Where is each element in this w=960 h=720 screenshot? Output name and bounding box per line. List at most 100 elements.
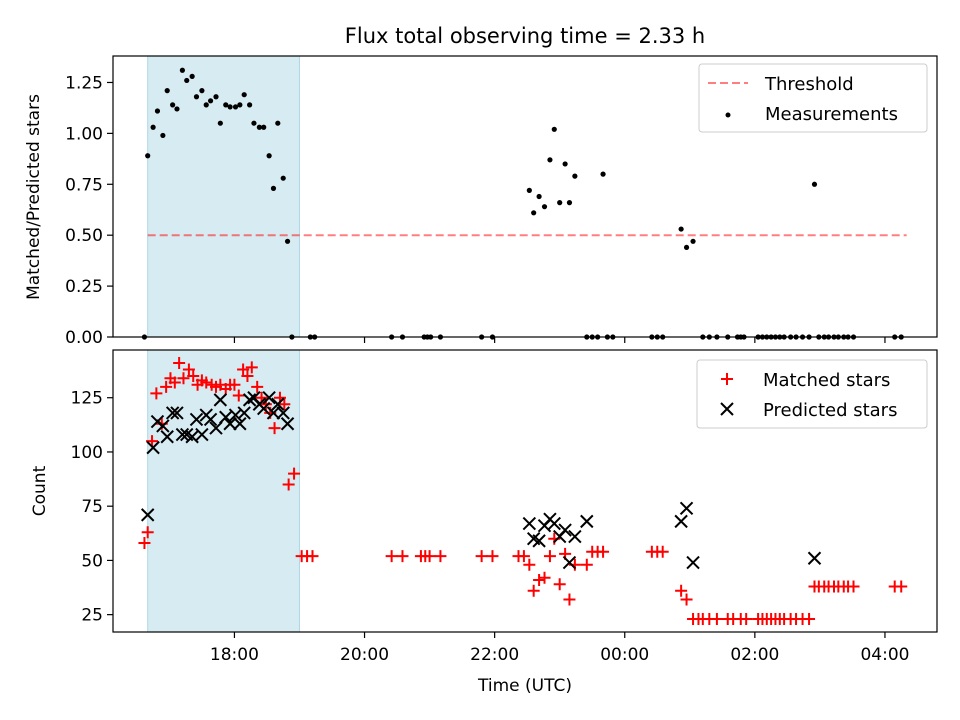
bottom-legend-box xyxy=(696,359,928,429)
matched-star-point xyxy=(710,612,723,625)
matched-star-point xyxy=(241,370,254,383)
predicted-star-point xyxy=(674,514,688,529)
matched-star-point xyxy=(847,580,860,593)
predicted-star-point xyxy=(160,430,174,444)
measurement-point xyxy=(227,104,233,110)
top-axes-frame xyxy=(112,55,938,338)
matched-star-point xyxy=(141,526,154,539)
measurement-point xyxy=(160,132,166,139)
predicted-star-point xyxy=(562,555,577,570)
predicted-star-point xyxy=(271,397,285,411)
predicted-star-point xyxy=(547,516,561,531)
x-tick-label: 20:00 xyxy=(340,645,389,665)
bottom-panel: 25 50 75 100 125 18:00 20:00 22:00 00:00 02:00 04… xyxy=(30,349,938,696)
matched-star-point xyxy=(563,593,576,606)
predicted-star-point xyxy=(280,417,295,431)
matched-star-point xyxy=(517,550,530,563)
measurement-point xyxy=(223,102,229,108)
matched-star-point xyxy=(173,357,186,370)
predicted-star-point xyxy=(679,501,694,516)
matched-star-point xyxy=(895,580,908,593)
predicted-star-point xyxy=(262,391,276,405)
top-x-axis xyxy=(233,337,886,343)
y-tick-label: 0.00 xyxy=(65,328,103,348)
measurement-point xyxy=(184,77,190,84)
matched-star-point xyxy=(138,537,151,550)
matched-star-point xyxy=(527,584,540,597)
measurements-legend-label: Measurements xyxy=(765,104,898,125)
predicted-star-point xyxy=(195,427,209,442)
measurement-point xyxy=(683,244,690,251)
matched-star-point xyxy=(228,378,241,391)
measurement-point xyxy=(690,238,696,244)
matched-star-point xyxy=(656,545,669,558)
measurement-point xyxy=(551,126,557,132)
measurement-point xyxy=(572,173,578,179)
x-tick-label: 00:00 xyxy=(600,645,649,665)
top-panel: 0.00 0.25 0.50 0.75 1.00 1.25 Matched/Predict… xyxy=(24,55,938,348)
predicted-star-point xyxy=(522,516,537,531)
measurement-point xyxy=(170,102,176,108)
measurement-point xyxy=(241,92,247,98)
matched-star-point xyxy=(177,372,190,385)
predicted-star-point xyxy=(189,412,204,427)
measurement-point xyxy=(193,94,200,100)
bottom-x-axis: 18:00 20:00 22:00 00:00 02:00 04:00 xyxy=(210,632,909,665)
matched-legend-label: Matched stars xyxy=(763,370,890,391)
matched-star-point xyxy=(553,578,566,591)
matched-star-point xyxy=(803,612,816,625)
measurement-point xyxy=(275,120,281,126)
matched-star-point xyxy=(523,558,536,571)
x-tick-label: 02:00 xyxy=(730,645,779,665)
measurement-point xyxy=(232,104,239,110)
measurement-point xyxy=(531,210,537,216)
x-tick-label: 18:00 xyxy=(210,645,259,665)
matched-star-point xyxy=(306,550,319,563)
matched-star-point xyxy=(245,361,258,374)
predicted-star-point xyxy=(242,393,257,407)
measurement-point xyxy=(237,102,243,108)
measurement-point xyxy=(547,157,553,163)
measurement-point xyxy=(217,120,223,126)
measurement-point xyxy=(541,204,548,210)
predicted-star-point xyxy=(213,393,228,407)
measurement-point xyxy=(247,102,253,108)
predicted-star-point xyxy=(558,523,572,537)
predicted-star-point xyxy=(568,529,582,544)
measurement-point xyxy=(562,161,568,167)
bottom-plot-area xyxy=(138,349,908,633)
y-tick-label: 0.50 xyxy=(65,226,103,246)
y-tick-label: 125 xyxy=(71,389,103,409)
x-tick-label: 22:00 xyxy=(470,645,519,665)
matched-star-point xyxy=(268,422,281,435)
chart-title: Flux total observing time = 2.33 h xyxy=(345,24,705,48)
measurement-point xyxy=(154,108,161,114)
measurement-point xyxy=(189,73,195,79)
measurement-point xyxy=(207,98,214,104)
measurement-point xyxy=(536,193,542,200)
measurement-point xyxy=(256,124,262,130)
bottom-axes-frame xyxy=(112,349,938,633)
predicted-star-point xyxy=(276,406,290,420)
matched-star-point xyxy=(434,550,447,563)
measurement-point xyxy=(150,124,156,130)
predicted-star-point xyxy=(233,417,247,431)
measurement-point xyxy=(526,187,532,193)
predicted-star-point xyxy=(228,408,243,422)
top-legend: Threshold Measurements xyxy=(698,63,928,133)
y-tick-label: 0.75 xyxy=(65,175,103,195)
matched-star-point xyxy=(475,550,488,563)
measurement-point xyxy=(261,124,267,130)
matched-star-point xyxy=(486,550,499,563)
y-tick-label: 1.00 xyxy=(65,124,103,144)
matched-star-point xyxy=(396,550,409,563)
matched-star-point xyxy=(200,376,213,389)
predicted-star-point xyxy=(146,440,160,455)
matched-star-point xyxy=(533,573,546,586)
top-y-axis: 0.00 0.25 0.50 0.75 1.00 1.25 xyxy=(65,73,113,348)
measurement-point xyxy=(284,238,291,244)
matched-star-point xyxy=(182,363,195,376)
bottom-legend: Matched stars Predicted stars xyxy=(696,359,928,429)
top-plot-area xyxy=(141,55,907,340)
matched-star-point xyxy=(543,550,556,563)
